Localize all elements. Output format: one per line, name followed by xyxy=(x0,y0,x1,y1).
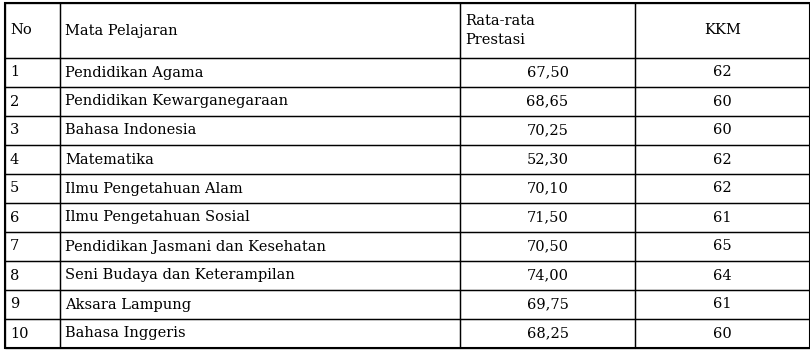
Bar xyxy=(60,261,460,290)
Bar xyxy=(60,3,460,58)
Text: 3: 3 xyxy=(10,124,19,138)
Text: Pendidikan Jasmani dan Kesehatan: Pendidikan Jasmani dan Kesehatan xyxy=(65,239,326,253)
Text: 62: 62 xyxy=(713,65,731,79)
Text: 71,50: 71,50 xyxy=(526,210,569,224)
Bar xyxy=(460,87,635,116)
Bar xyxy=(460,203,635,232)
Bar xyxy=(5,203,60,232)
Text: Matematika: Matematika xyxy=(65,153,154,167)
Bar xyxy=(5,58,60,87)
Bar xyxy=(635,3,810,58)
Text: 61: 61 xyxy=(714,210,731,224)
Text: 1: 1 xyxy=(10,65,19,79)
Text: Aksara Lampung: Aksara Lampung xyxy=(65,298,191,312)
Text: Ilmu Pengetahuan Alam: Ilmu Pengetahuan Alam xyxy=(65,182,243,196)
Text: KKM: KKM xyxy=(704,23,741,37)
Text: 62: 62 xyxy=(713,153,731,167)
Bar xyxy=(635,58,810,87)
Bar xyxy=(60,145,460,174)
Text: 70,10: 70,10 xyxy=(526,182,569,196)
Bar xyxy=(5,319,60,348)
Bar xyxy=(5,116,60,145)
Text: Mata Pelajaran: Mata Pelajaran xyxy=(65,23,177,37)
Bar xyxy=(5,3,60,58)
Bar xyxy=(60,87,460,116)
Text: 65: 65 xyxy=(713,239,731,253)
Text: Pendidikan Agama: Pendidikan Agama xyxy=(65,65,203,79)
Text: 70,50: 70,50 xyxy=(526,239,569,253)
Bar xyxy=(460,232,635,261)
Bar xyxy=(460,319,635,348)
Bar xyxy=(460,58,635,87)
Bar xyxy=(635,232,810,261)
Text: 4: 4 xyxy=(10,153,19,167)
Bar xyxy=(60,232,460,261)
Bar xyxy=(460,174,635,203)
Text: Pendidikan Kewarganegaraan: Pendidikan Kewarganegaraan xyxy=(65,94,288,108)
Text: 74,00: 74,00 xyxy=(526,268,569,282)
Bar xyxy=(5,87,60,116)
Bar xyxy=(60,174,460,203)
Bar xyxy=(635,261,810,290)
Bar xyxy=(635,87,810,116)
Bar xyxy=(60,58,460,87)
Text: Bahasa Inggeris: Bahasa Inggeris xyxy=(65,327,185,341)
Text: 60: 60 xyxy=(713,94,732,108)
Bar xyxy=(635,174,810,203)
Bar xyxy=(635,319,810,348)
Text: 8: 8 xyxy=(10,268,19,282)
Text: 61: 61 xyxy=(714,298,731,312)
Text: 9: 9 xyxy=(10,298,19,312)
Text: No: No xyxy=(10,23,32,37)
Text: 68,25: 68,25 xyxy=(526,327,569,341)
Text: 10: 10 xyxy=(10,327,28,341)
Bar xyxy=(460,290,635,319)
Bar xyxy=(60,116,460,145)
Bar xyxy=(5,290,60,319)
Bar xyxy=(5,145,60,174)
Text: 7: 7 xyxy=(10,239,19,253)
Bar xyxy=(460,3,635,58)
Bar xyxy=(460,261,635,290)
Bar xyxy=(5,232,60,261)
Bar xyxy=(5,261,60,290)
Bar xyxy=(635,203,810,232)
Bar xyxy=(60,319,460,348)
Text: Rata-rata
Prestasi: Rata-rata Prestasi xyxy=(465,14,535,47)
Bar xyxy=(5,174,60,203)
Text: 5: 5 xyxy=(10,182,19,196)
Text: 69,75: 69,75 xyxy=(526,298,569,312)
Text: 67,50: 67,50 xyxy=(526,65,569,79)
Text: Seni Budaya dan Keterampilan: Seni Budaya dan Keterampilan xyxy=(65,268,295,282)
Bar xyxy=(460,145,635,174)
Text: 64: 64 xyxy=(713,268,731,282)
Text: 2: 2 xyxy=(10,94,19,108)
Text: 60: 60 xyxy=(713,327,732,341)
Text: 60: 60 xyxy=(713,124,732,138)
Text: 52,30: 52,30 xyxy=(526,153,569,167)
Text: 62: 62 xyxy=(713,182,731,196)
Bar xyxy=(635,116,810,145)
Text: Bahasa Indonesia: Bahasa Indonesia xyxy=(65,124,196,138)
Text: 68,65: 68,65 xyxy=(526,94,569,108)
Bar xyxy=(60,203,460,232)
Bar xyxy=(635,145,810,174)
Bar xyxy=(60,290,460,319)
Text: 70,25: 70,25 xyxy=(526,124,569,138)
Bar xyxy=(635,290,810,319)
Text: 6: 6 xyxy=(10,210,19,224)
Bar xyxy=(460,116,635,145)
Text: Ilmu Pengetahuan Sosial: Ilmu Pengetahuan Sosial xyxy=(65,210,249,224)
